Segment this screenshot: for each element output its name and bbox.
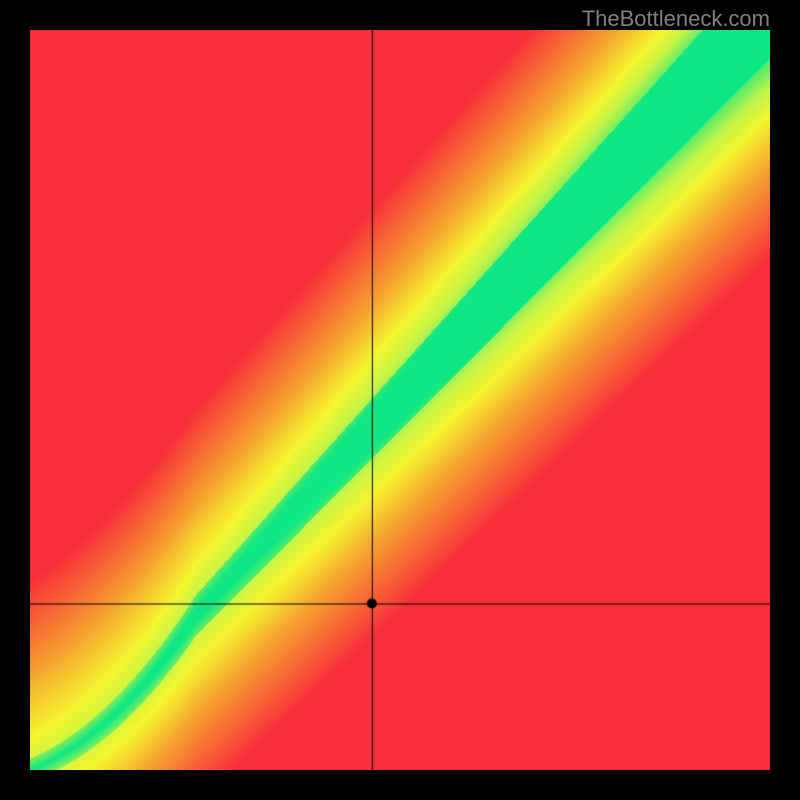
watermark-text: TheBottleneck.com xyxy=(582,6,770,32)
heatmap-canvas xyxy=(30,30,770,770)
